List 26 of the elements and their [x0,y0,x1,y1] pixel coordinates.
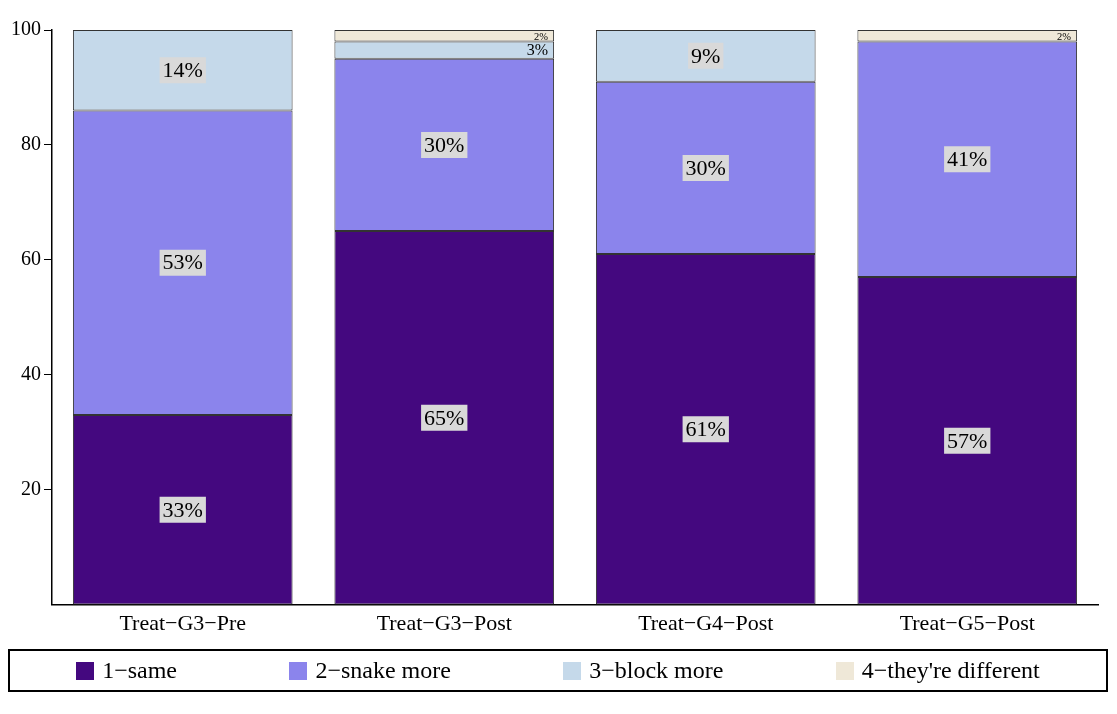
data-label: 2% [1057,30,1072,42]
x-tick-label: Treat−G4−Post [638,609,774,635]
x-tick-label: Treat−G3−Pre [119,609,247,635]
data-label: 9% [691,42,721,68]
legend-label: 1−same [102,657,178,684]
data-label: 33% [162,496,203,522]
data-label: 57% [947,427,988,453]
data-label: 65% [424,404,465,430]
x-tick-label: Treat−G5−Post [899,609,1035,635]
data-label: 3% [526,41,549,59]
data-label: 30% [685,154,726,180]
data-label: 2% [534,30,549,42]
x-tick-label: Treat−G3−Post [376,609,512,635]
legend-label: 3−block more [589,657,724,684]
data-label: 30% [424,131,465,157]
y-tick-label: 100 [11,17,41,40]
y-tick-label: 60 [21,247,41,270]
y-tick-label: 80 [21,132,41,155]
legend-label: 2−snake more [315,657,451,684]
legend-label: 4−they're different [861,657,1040,684]
y-tick-label: 40 [21,362,41,385]
y-tick-label: 20 [21,476,41,499]
data-label: 53% [162,249,203,275]
data-label: 61% [685,416,726,442]
data-label: 14% [162,57,203,82]
data-label: 41% [947,146,988,172]
